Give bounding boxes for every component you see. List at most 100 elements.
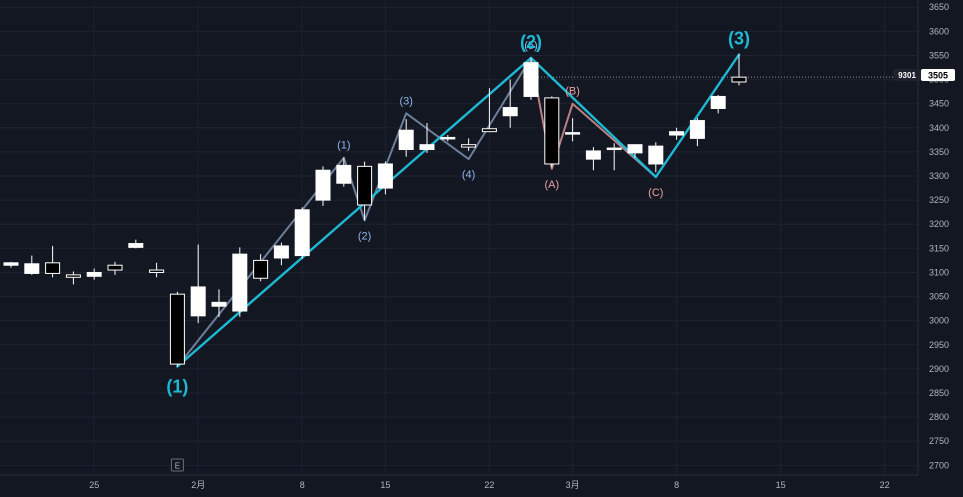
time-tick-label: 25 [89, 480, 99, 490]
candle-body [544, 97, 560, 165]
candle[interactable] [232, 247, 248, 317]
candle[interactable] [149, 262, 165, 278]
candle-body [190, 286, 206, 317]
candle-body [481, 128, 497, 133]
candle-body [128, 243, 144, 248]
price-tick-label: 2900 [929, 364, 949, 374]
candle-body [669, 131, 685, 136]
price-tick-label: 3000 [929, 316, 949, 326]
last-price-box [921, 69, 955, 81]
candle[interactable] [65, 271, 81, 285]
price-tick-label: 2750 [929, 436, 949, 446]
candle[interactable] [627, 144, 643, 158]
candle[interactable] [544, 96, 560, 168]
candle[interactable] [357, 161, 373, 221]
time-tick-label: 2月 [191, 480, 205, 490]
candle[interactable] [377, 161, 393, 195]
candle-body [3, 262, 19, 266]
candle[interactable] [689, 118, 705, 147]
wave-label-impulse: (1) [337, 140, 350, 152]
candle[interactable] [398, 119, 414, 157]
candle-body [45, 262, 61, 274]
time-tick-label: 8 [674, 480, 679, 490]
time-tick-label: 22 [880, 480, 890, 490]
candle[interactable] [107, 261, 123, 275]
wave-label-primary: (3) [728, 28, 750, 48]
candle[interactable] [3, 261, 19, 268]
candle[interactable] [128, 239, 144, 249]
wave-label-impulse: (2) [358, 230, 371, 242]
wave-line-correction [530, 56, 657, 178]
candle[interactable] [190, 244, 206, 324]
candle[interactable] [253, 254, 269, 282]
wave-label-impulse: (3) [399, 95, 412, 107]
candle-body [689, 120, 705, 139]
time-axis[interactable]: 25 2月 8 15 22 3月 8 15 22 E [0, 458, 918, 490]
candle[interactable] [565, 118, 581, 142]
candle[interactable] [461, 138, 477, 151]
candle-body [107, 264, 123, 271]
price-tick-label: 3150 [929, 243, 949, 253]
candle[interactable] [86, 268, 102, 280]
time-tick-label: 8 [300, 480, 305, 490]
candle-body [523, 62, 539, 97]
last-price-tag: 3505 [921, 69, 955, 81]
candle-body [627, 144, 643, 154]
candle-body [24, 263, 40, 274]
candle[interactable] [523, 57, 539, 100]
wave-label-correction: (A) [544, 179, 559, 191]
candle-body [273, 245, 289, 259]
price-tick-label: 2800 [929, 412, 949, 422]
symbol-tag-box [893, 69, 921, 81]
time-tick-label: 22 [484, 480, 494, 490]
candle[interactable] [502, 79, 518, 128]
candle-body [86, 271, 102, 277]
earnings-marker[interactable] [170, 458, 184, 472]
price-tick-label: 3450 [929, 99, 949, 109]
candle-body [606, 147, 622, 151]
wave-label-impulse: (4) [462, 169, 475, 181]
candle[interactable] [24, 255, 40, 275]
wave-line-primary [176, 53, 741, 368]
wave-label-correction: (C) [648, 187, 663, 199]
candle-body [294, 209, 310, 257]
candle[interactable] [440, 135, 456, 142]
price-tick-label: 2850 [929, 388, 949, 398]
price-tick-label: 3050 [929, 292, 949, 302]
candle[interactable] [273, 242, 289, 266]
candle[interactable] [606, 143, 622, 171]
candle-body [398, 129, 414, 150]
candle-body [461, 144, 477, 148]
candle[interactable] [315, 166, 331, 206]
candle[interactable] [336, 157, 352, 187]
candle-body [149, 269, 165, 273]
candle[interactable] [45, 245, 61, 278]
price-tick-label: 2700 [929, 460, 949, 470]
candle-body [585, 150, 601, 160]
candle-body [710, 95, 726, 110]
candle-body [648, 145, 664, 165]
candle[interactable] [731, 54, 747, 86]
time-tick-label: 3月 [566, 480, 580, 490]
time-tick-label: 15 [380, 480, 390, 490]
earnings-marker-label: E [175, 462, 180, 471]
candle[interactable] [481, 88, 497, 133]
candle[interactable] [169, 291, 185, 367]
candle-body [731, 76, 747, 83]
candle[interactable] [585, 147, 601, 171]
candle[interactable] [648, 142, 664, 173]
candle[interactable] [294, 207, 310, 259]
candle[interactable] [669, 127, 685, 140]
price-tick-label: 3300 [929, 171, 949, 181]
candle[interactable] [710, 95, 726, 114]
candle[interactable] [211, 289, 227, 317]
candle-body [169, 293, 185, 365]
price-tick-label: 3350 [929, 147, 949, 157]
candle-body [502, 107, 518, 117]
candle-body [357, 165, 373, 206]
candle[interactable] [419, 122, 435, 153]
candle-body [315, 169, 331, 201]
candles[interactable] [3, 54, 747, 367]
symbol-tag: 9301 [893, 69, 921, 81]
